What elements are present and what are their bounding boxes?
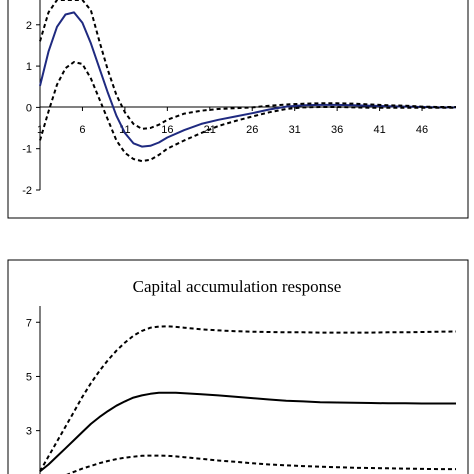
chart-1-x-tick-label: 11 <box>119 124 130 136</box>
chart-1-x-tick-label: 16 <box>161 124 173 136</box>
chart-1-series-estimate-line <box>39 11 456 148</box>
chart-1-series <box>39 0 456 163</box>
chart-2-title: Capital accumulation response <box>133 277 342 296</box>
chart-2-series <box>39 325 457 474</box>
chart-1-x-tick-label: 26 <box>246 124 258 136</box>
chart-1-y-tick-label: -2 <box>22 185 32 197</box>
chart-2: Capital accumulation response 7 5 3 <box>7 259 469 474</box>
chart-1-x-ticks: 1 6 11 16 21 26 31 36 41 46 <box>37 107 428 136</box>
chart-1-y-ticks: 210-1-2 <box>22 20 40 197</box>
chart-1-y-tick-label: -1 <box>22 144 32 156</box>
chart-2-y-tick-label: 7 <box>26 317 32 329</box>
chart-1-x-tick-label: 46 <box>416 124 428 136</box>
chart-2-series-band-line-1 <box>39 325 457 472</box>
chart-1-frame <box>7 0 469 219</box>
chart-2-series-estimate-line <box>39 391 456 473</box>
chart-1-y-tick-label: 2 <box>26 20 32 32</box>
chart-1-series-band-line-2 <box>39 61 456 163</box>
chart-1: 210-1-2 1 6 11 16 21 26 31 36 41 46 <box>7 0 469 219</box>
chart-1-x-tick-label: 31 <box>289 124 301 136</box>
chart-1-x-tick-label: 36 <box>331 124 343 136</box>
chart-2-y-tick-label: 5 <box>26 371 32 383</box>
chart-2-series-band-line-2 <box>66 454 456 474</box>
chart-1-y-tick-label: 0 <box>26 102 32 114</box>
chart-1-series-band-line-1 <box>39 0 456 130</box>
chart-2-y-ticks: 7 5 3 <box>26 317 40 438</box>
chart-1-x-tick-label: 1 <box>37 124 43 136</box>
chart-1-y-tick-label: 1 <box>26 61 32 73</box>
chart-2-y-tick-label: 3 <box>26 426 32 438</box>
chart-1-x-tick-label: 6 <box>79 124 85 136</box>
chart-1-x-tick-label: 41 <box>373 124 385 136</box>
chart-2-frame <box>7 259 469 474</box>
